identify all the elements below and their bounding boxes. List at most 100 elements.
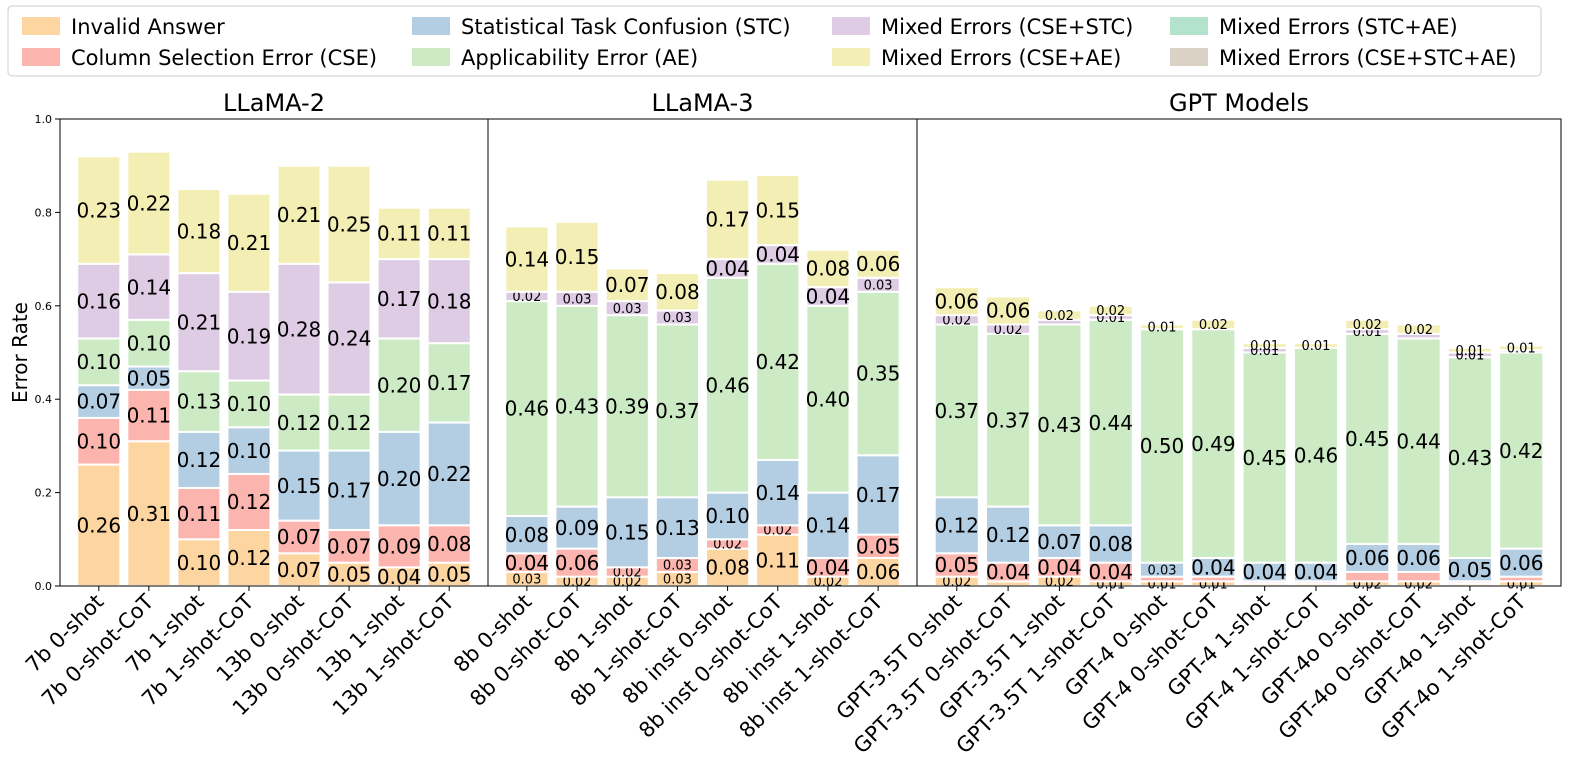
segment-value-label: 0.01 — [1250, 339, 1279, 354]
bar-segment — [1036, 323, 1083, 527]
legend: Invalid Answer Statistical Task Confusion… — [7, 5, 1542, 77]
bar-segment — [554, 220, 600, 293]
segment-value-label: 0.10 — [77, 350, 122, 374]
segment-value-label: 0.22 — [427, 462, 472, 486]
segment-value-label: 0.45 — [1345, 427, 1390, 451]
bar-stack: 0.04 0.12 0.37 0.020.06 — [985, 295, 1032, 588]
segment-value-label: 0.06 — [1499, 551, 1544, 575]
panel-frame — [59, 118, 489, 587]
bar-segment — [1241, 342, 1288, 349]
segment-value-label: 0.10 — [705, 504, 750, 528]
bar-segment — [426, 524, 472, 564]
segment-value-label: 0.10 — [77, 429, 122, 453]
segment-value-label: 0.37 — [935, 399, 980, 423]
segment-value-label: 0.14 — [505, 247, 550, 271]
segment-value-label: 0.06 — [856, 560, 901, 584]
segment-value-label: 0.22 — [127, 191, 172, 215]
bar-segment — [1498, 351, 1545, 550]
y-tick-label: 0.8 — [35, 206, 53, 219]
bar-stack: 0.030.030.130.370.030.08 — [654, 272, 700, 588]
bar-segment — [1395, 570, 1442, 583]
y-tick-label: 0.2 — [35, 487, 53, 500]
segment-value-label: 0.13 — [655, 516, 700, 540]
bar-segment — [426, 421, 472, 527]
segment-value-label: 0.05 — [935, 553, 980, 577]
bar-segment — [554, 547, 600, 578]
segment-value-label: 0.03 — [663, 559, 692, 574]
segment-value-label: 0.50 — [1140, 434, 1185, 458]
segment-value-label: 0.09 — [377, 535, 422, 559]
segment-value-label: 0.43 — [1448, 446, 1493, 470]
segment-value-label: 0.12 — [986, 523, 1031, 547]
segment-value-label: 0.46 — [505, 397, 550, 421]
bar-segment — [504, 225, 550, 293]
segment-value-label: 0.08 — [655, 280, 700, 304]
segment-value-label: 0.02 — [613, 566, 642, 581]
bar-segment — [76, 416, 122, 466]
segment-value-label: 0.28 — [277, 317, 322, 341]
segment-value-label: 0.12 — [277, 411, 322, 435]
bar-segment — [276, 449, 322, 522]
bar-segment — [1498, 344, 1545, 352]
segment-value-label: 0.08 — [427, 532, 472, 556]
bar-segment — [705, 178, 751, 261]
segment-value-label: 0.16 — [77, 289, 122, 313]
bar-segment — [855, 556, 901, 587]
segment-value-label: 0.04 — [505, 551, 550, 575]
bar-segment — [1292, 342, 1340, 349]
legend-label: Mixed Errors (CSE+STC+AE) — [1219, 46, 1517, 70]
legend-swatch — [1170, 48, 1208, 66]
segment-value-label: 0.14 — [755, 481, 800, 505]
y-tick-label: 1.0 — [35, 113, 53, 126]
bar-segment — [176, 188, 222, 275]
segment-value-label: 0.04 — [806, 285, 851, 309]
bar-stack: 0.020.020.150.390.030.07 — [604, 267, 650, 590]
bar-stack: 0.020.060.450.010.02 — [1344, 318, 1391, 592]
segment-value-label: 0.04 — [986, 560, 1031, 584]
segment-value-label: 0.02 — [942, 313, 971, 328]
bar-stack: 0.31 0.11 0.05 0.10 0.14 0.22 — [126, 150, 172, 588]
bar-segment — [1036, 309, 1083, 321]
legend-label: Invalid Answer — [71, 15, 225, 39]
segment-value-label: 0.42 — [755, 350, 800, 374]
segment-value-label: 0.10 — [227, 392, 272, 416]
bar-stack: 0.010.060.420.01 — [1498, 342, 1545, 592]
segment-value-label: 0.02 — [1096, 304, 1125, 319]
bar-segment — [426, 258, 472, 345]
segment-value-label: 0.08 — [1088, 532, 1133, 556]
segment-value-label: 0.07 — [277, 525, 322, 549]
segment-value-label: 0.12 — [935, 513, 980, 537]
y-tick-label: 0.4 — [35, 393, 53, 406]
bar-stack: 0.020.040.140.400.040.08 — [805, 248, 851, 590]
segment-value-label: 0.04 — [377, 565, 422, 589]
segment-value-label: 0.02 — [1045, 309, 1074, 324]
segment-value-label: 0.31 — [127, 502, 172, 526]
bar-stack: 0.040.450.010.01 — [1241, 339, 1288, 587]
segment-value-label: 0.12 — [227, 490, 272, 514]
segment-value-label: 0.21 — [177, 310, 222, 334]
bar-segment — [1241, 351, 1288, 564]
segment-value-label: 0.12 — [327, 411, 372, 435]
segment-value-label: 0.35 — [856, 362, 901, 386]
segment-value-label: 0.11 — [127, 404, 172, 428]
segment-value-label: 0.03 — [563, 292, 592, 307]
bar-segment — [176, 370, 222, 433]
panel-title: LLaMA-2 — [223, 89, 325, 117]
segment-value-label: 0.02 — [1199, 318, 1228, 333]
bar-stack: 0.060.050.170.350.030.06 — [855, 248, 901, 587]
bar-stack: 0.05 0.07 0.17 0.12 0.24 0.25 — [326, 164, 372, 588]
legend-swatch — [412, 17, 450, 35]
segment-value-label: 0.09 — [555, 516, 600, 540]
bar-segment — [1036, 524, 1083, 559]
legend-swatch — [412, 48, 450, 66]
segment-value-label: 0.06 — [935, 289, 980, 313]
segment-value-label: 0.03 — [1148, 563, 1177, 578]
segment-value-label: 0.15 — [277, 474, 322, 498]
segment-value-label: 0.11 — [377, 222, 422, 246]
legend-label: Mixed Errors (CSE+AE) — [881, 46, 1121, 70]
bar-segment — [1138, 328, 1186, 564]
bar-segment — [76, 155, 122, 265]
segment-value-label: 0.08 — [505, 523, 550, 547]
